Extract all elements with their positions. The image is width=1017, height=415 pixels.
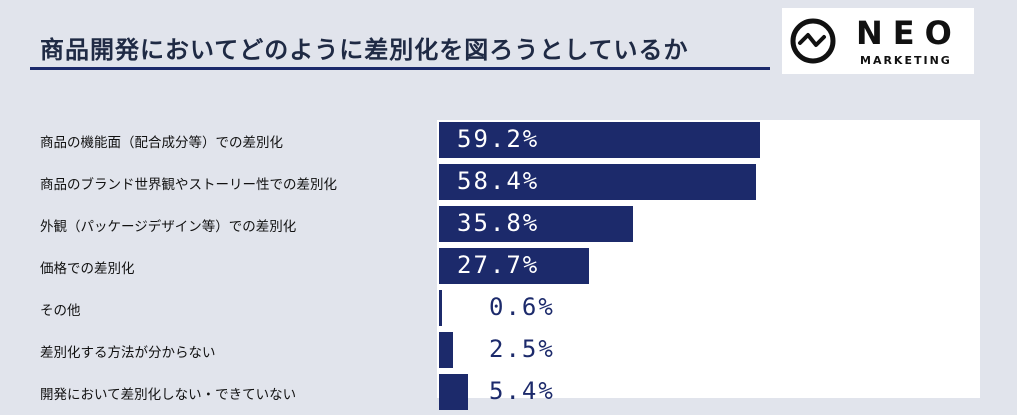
logo-subtitle: MARKETING [860,54,952,67]
bar [439,122,761,158]
category-label: 商品のブランド世界観やストーリー性での差別化 [40,177,337,193]
category-label: その他 [40,303,81,319]
title-underline [30,67,770,70]
value-label: 35.8% [457,209,540,237]
category-label: 商品の機能面（配合成分等）での差別化 [40,135,283,151]
logo-wordmark: NEO [856,14,962,52]
value-label: 0.6% [489,293,555,321]
value-label: 27.7% [457,251,540,279]
value-label: 59.2% [457,125,540,153]
bar [439,332,453,368]
category-label: 差別化する方法が分からない [40,345,216,361]
category-label: 開発において差別化しない・できていない [40,387,297,403]
category-label: 外観（パッケージデザイン等）での差別化 [40,219,297,235]
bar [439,248,590,284]
bar [439,206,634,242]
chart-title: 商品開発においてどのように差別化を図ろうとしているか [40,36,689,64]
value-label: 58.4% [457,167,540,195]
value-label: 2.5% [489,335,555,363]
bar [439,164,757,200]
value-label: 5.4% [489,377,555,405]
bar [439,290,443,326]
neo-marketing-logo: NEO MARKETING [782,8,974,74]
neo-logo-icon [790,18,836,64]
bar [439,374,469,410]
category-label: 価格での差別化 [40,261,135,277]
